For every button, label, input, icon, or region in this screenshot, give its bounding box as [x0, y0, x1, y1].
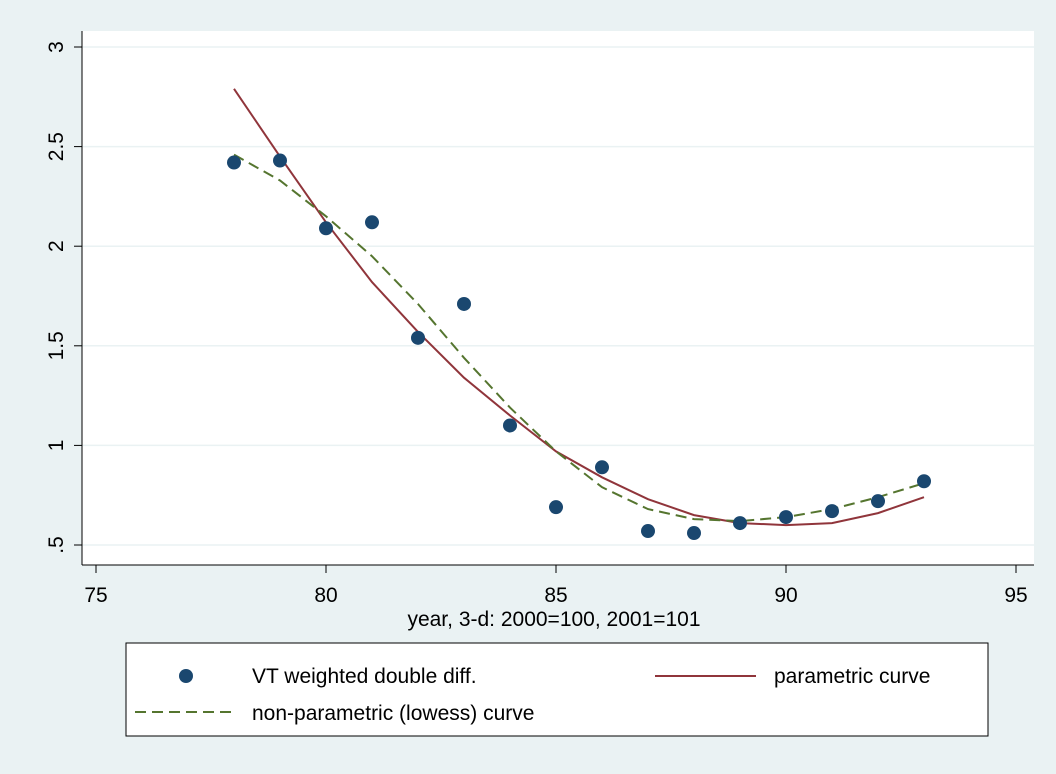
data-point [365, 215, 379, 230]
data-point [825, 504, 839, 519]
data-point [917, 474, 931, 489]
plot-area [82, 31, 1034, 565]
y-tick-label: 1 [45, 440, 68, 452]
gridlines [82, 46, 1034, 546]
legend-marker-dot [179, 669, 193, 683]
data-point [871, 494, 885, 509]
y-tick-label: 1.5 [45, 331, 68, 360]
y-tick-label: 3 [45, 41, 68, 53]
x-tick-label: 85 [544, 584, 567, 607]
data-point [687, 526, 701, 541]
series [227, 88, 931, 541]
x-tick-label: 80 [314, 584, 337, 607]
legend-label-parametric: parametric curve [774, 665, 930, 688]
legend-box [125, 642, 989, 737]
x-tick-label: 90 [774, 584, 797, 607]
data-point [733, 516, 747, 531]
x-axis-label: year, 3-d: 2000=100, 2001=101 [407, 608, 700, 631]
data-point [549, 500, 563, 515]
data-point [411, 330, 425, 345]
parametric-curve-line [233, 88, 925, 527]
data-point [779, 510, 793, 525]
data-point [503, 418, 517, 433]
data-point [457, 296, 471, 311]
legend: VT weighted double diff. parametric curv… [125, 642, 989, 737]
data-point [273, 153, 287, 168]
data-point [641, 524, 655, 539]
x-tick-label: 95 [1004, 584, 1027, 607]
lowess-curve-line [233, 153, 925, 523]
data-point [227, 155, 241, 170]
legend-label-scatter: VT weighted double diff. [252, 665, 477, 688]
legend-label-lowess: non-parametric (lowess) curve [252, 702, 534, 725]
y-tick-label: 2.5 [45, 132, 68, 161]
y-tick-label: .5 [45, 536, 68, 554]
axes: .5 1 1.5 2 2.5 3 75 80 85 90 95 [45, 31, 1034, 607]
data-point [595, 460, 609, 475]
x-tick-label: 75 [84, 584, 107, 607]
y-tick-label: 2 [45, 240, 68, 252]
data-point [319, 221, 333, 236]
